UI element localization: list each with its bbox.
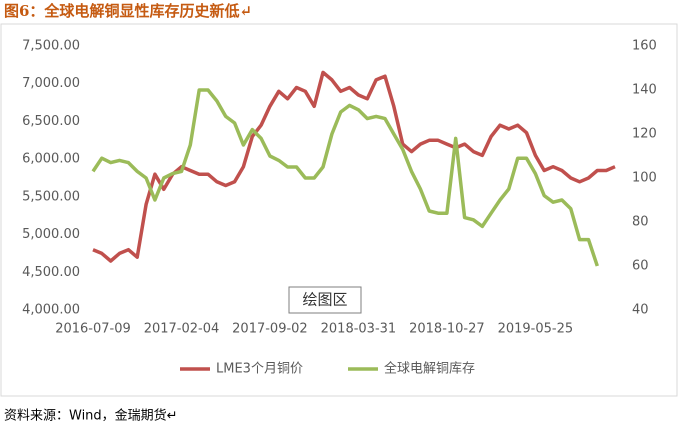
- legend-label: 全球电解铜库存: [384, 361, 475, 377]
- x-tick-label: 2017-02-04: [144, 322, 220, 337]
- y2-tick-label: 120: [632, 127, 657, 142]
- y2-tick-label: 40: [632, 303, 649, 318]
- y2-tick-label: 160: [632, 39, 657, 54]
- x-tick-label: 2018-10-27: [409, 322, 485, 337]
- series-line: [91, 88, 599, 267]
- y-tick-label: 4,500.00: [22, 265, 80, 280]
- y-tick-label: 5,500.00: [22, 189, 80, 204]
- x-tick-label: 2018-03-31: [321, 322, 397, 337]
- y-tick-label: 5,000.00: [22, 227, 80, 242]
- chart-title: 图6：全球电解铜显性库存历史新低↵: [4, 2, 252, 20]
- y2-tick-label: 140: [632, 83, 657, 98]
- y-tick-label: 7,000.00: [22, 76, 80, 91]
- x-tick-label: 2019-05-25: [498, 322, 574, 337]
- annotation-box: [288, 286, 362, 314]
- x-tick-label: 2017-09-02: [232, 322, 308, 337]
- y2-tick-label: 60: [632, 259, 649, 274]
- y-tick-label: 4,000.00: [22, 303, 80, 318]
- y2-tick-label: 80: [632, 215, 649, 230]
- x-tick-label: 2016-07-09: [55, 322, 131, 337]
- source: 资料来源：Wind，金瑞期货↵: [4, 408, 178, 424]
- y2-tick-label: 100: [632, 171, 657, 186]
- y-tick-label: 7,500.00: [22, 39, 80, 54]
- annotation: 绘图区: [302, 291, 347, 309]
- y-tick-label: 6,500.00: [22, 114, 80, 129]
- legend-label: LME3个月铜价: [216, 362, 303, 377]
- chart-frame: [0, 23, 678, 397]
- series-line: [92, 70, 616, 263]
- y-tick-label: 6,000.00: [22, 152, 80, 167]
